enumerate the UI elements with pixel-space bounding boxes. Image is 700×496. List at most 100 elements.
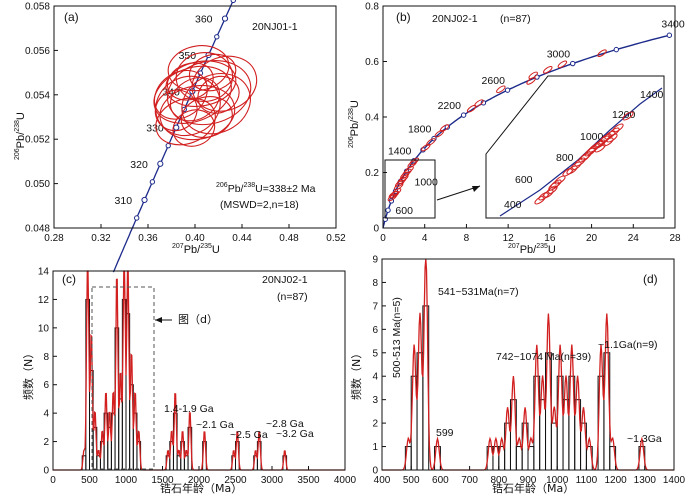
x-axis-label-b: 207Pb/235U bbox=[508, 243, 556, 256]
result-post: U=338±2 Ma bbox=[255, 183, 315, 195]
inset-age-label: 600 bbox=[515, 174, 533, 186]
x-tick-label: 4 bbox=[422, 233, 428, 244]
y-tick-label: 0.052 bbox=[25, 135, 50, 146]
age-marker-minor bbox=[165, 142, 171, 149]
x-tick-label: 0 bbox=[380, 233, 386, 244]
y-tick-label: 0.2 bbox=[365, 168, 379, 179]
annot-3-2ga: ~3.2 Ga bbox=[276, 428, 314, 440]
x-tick-label: 2000 bbox=[188, 475, 211, 486]
x-ticks-d: 400 500 600 700 800 900 1000 1100 1200 1300 1400 bbox=[374, 466, 686, 486]
annot-2-8ga: ~2.8 Ga bbox=[266, 418, 304, 430]
y-axis-label-a: 206Pb/238U bbox=[14, 112, 27, 160]
x-tick-label: 3500 bbox=[297, 475, 320, 486]
result-sup-1: 206 bbox=[216, 182, 228, 189]
annot-2-5ga: ~2.5 Ga bbox=[230, 429, 268, 441]
age-marker bbox=[666, 32, 673, 38]
x-tick-label: 500 bbox=[81, 475, 98, 486]
age-marker bbox=[221, 15, 229, 22]
concordia-age-label: 2600 bbox=[482, 75, 506, 87]
data-ellipse bbox=[526, 77, 536, 85]
zoom-region-c bbox=[91, 286, 155, 470]
concordia-age-label: 3000 bbox=[547, 49, 571, 61]
age-marker bbox=[504, 87, 511, 93]
age-label: 330 bbox=[146, 123, 164, 135]
y-tick-label: 8 bbox=[372, 278, 378, 289]
x-tick-label: 2500 bbox=[224, 475, 247, 486]
x-tick-label: 1000 bbox=[546, 475, 569, 486]
error-ellipse bbox=[181, 73, 251, 135]
y-tick-label: 9 bbox=[372, 255, 378, 266]
x-tick-label: 600 bbox=[432, 475, 449, 486]
y-tick-label: 1 bbox=[372, 442, 378, 453]
x-ticks-a: 0.28 0.32 0.36 0.40 0.44 0.48 0.52 bbox=[44, 224, 346, 244]
concordia-mswd: (MSWD=2,n=18) bbox=[220, 199, 299, 211]
x-tick-label: 800 bbox=[490, 475, 507, 486]
x-tick-label: 0.40 bbox=[185, 233, 205, 244]
y-tick-label: 6 bbox=[372, 325, 378, 336]
x-tick-label: 1500 bbox=[151, 475, 174, 486]
y-tick-label: 0.4 bbox=[365, 113, 379, 124]
inset-ellipse bbox=[604, 130, 616, 140]
data-ellipse bbox=[496, 85, 506, 94]
y-tick-label: 12 bbox=[38, 295, 50, 306]
sample-title-a: 20NJ01-1 bbox=[252, 21, 298, 33]
annot-599: 599 bbox=[436, 427, 454, 439]
y-tick-label: 0 bbox=[372, 466, 378, 477]
age-marker bbox=[141, 196, 148, 204]
concordia-age-label: 3400 bbox=[661, 18, 685, 30]
panel-label-c: (c) bbox=[62, 272, 76, 286]
error-ellipse bbox=[166, 60, 252, 126]
age-marker bbox=[157, 160, 164, 167]
data-ellipse bbox=[426, 138, 436, 146]
error-ellipses-a bbox=[153, 45, 258, 147]
y-tick-label: 5 bbox=[372, 348, 378, 359]
panel-c: 图（d） 0 500 1000 1500 2000 2500 3000 3500 4000 0 2… bbox=[21, 267, 357, 496]
histogram-bar bbox=[118, 398, 123, 471]
y-tick-label: 0.6 bbox=[365, 57, 379, 68]
age-marker-minor bbox=[133, 215, 140, 221]
y-tick-label: 0.054 bbox=[25, 90, 50, 101]
y-tick-label: 10 bbox=[38, 323, 50, 334]
y-tick-label: 0.058 bbox=[25, 2, 50, 13]
y-axis-label-b: 206Pb/238U bbox=[348, 100, 361, 148]
x-tick-label: 0.28 bbox=[44, 233, 64, 244]
age-label: 320 bbox=[130, 159, 148, 171]
concordia-ages-b: 600 1000 1400 1800 2200 2600 3000 3400 bbox=[388, 18, 685, 217]
annot-1-3ga: ~1.3Ga bbox=[627, 433, 662, 445]
error-ellipse bbox=[165, 60, 237, 107]
y-tick-label: 0.050 bbox=[25, 179, 50, 190]
y-tick-label: 2 bbox=[372, 419, 378, 430]
result-sup-2: 238 bbox=[243, 182, 255, 189]
y-tick-label: 6 bbox=[43, 380, 49, 391]
y-tick-label: 4 bbox=[43, 409, 49, 420]
data-ellipse bbox=[528, 71, 538, 80]
error-ellipse bbox=[188, 53, 237, 92]
x-tick-label: 3000 bbox=[261, 475, 284, 486]
x-tick-label: 8 bbox=[464, 233, 470, 244]
sample-count-b: (n=87) bbox=[500, 13, 531, 25]
x-tick-label: 900 bbox=[520, 475, 537, 486]
panel-label-b: (b) bbox=[396, 10, 411, 24]
x-tick-label: 24 bbox=[628, 233, 640, 244]
concordia-result: 206Pb/238U=338±2 Ma bbox=[216, 182, 316, 195]
age-label: 350 bbox=[179, 50, 197, 62]
inset-data: 400 600 800 1000 1200 1400 bbox=[504, 89, 664, 211]
inset-ellipse bbox=[606, 133, 618, 143]
x-tick-label: 0.32 bbox=[91, 233, 111, 244]
x-tick-label: 0.44 bbox=[232, 233, 252, 244]
result-mid: Pb/ bbox=[228, 183, 244, 195]
age-marker bbox=[570, 60, 576, 67]
age-marker-minor bbox=[230, 0, 236, 4]
error-ellipse bbox=[169, 77, 221, 122]
age-marker bbox=[385, 207, 391, 213]
x-ticks-b: 0 4 8 12 16 20 24 28 bbox=[380, 224, 681, 244]
concordia-age-label: 1000 bbox=[414, 176, 438, 188]
error-ellipse bbox=[180, 96, 233, 138]
annot-1-1ga: ~1.1Ga(n=9) bbox=[598, 339, 658, 351]
y-tick-label: 8 bbox=[43, 352, 49, 363]
y-tick-label: 0 bbox=[373, 224, 379, 235]
x-axis-label-d: 锆石年龄（Ma） bbox=[492, 481, 574, 495]
x-tick-label: 700 bbox=[461, 475, 478, 486]
